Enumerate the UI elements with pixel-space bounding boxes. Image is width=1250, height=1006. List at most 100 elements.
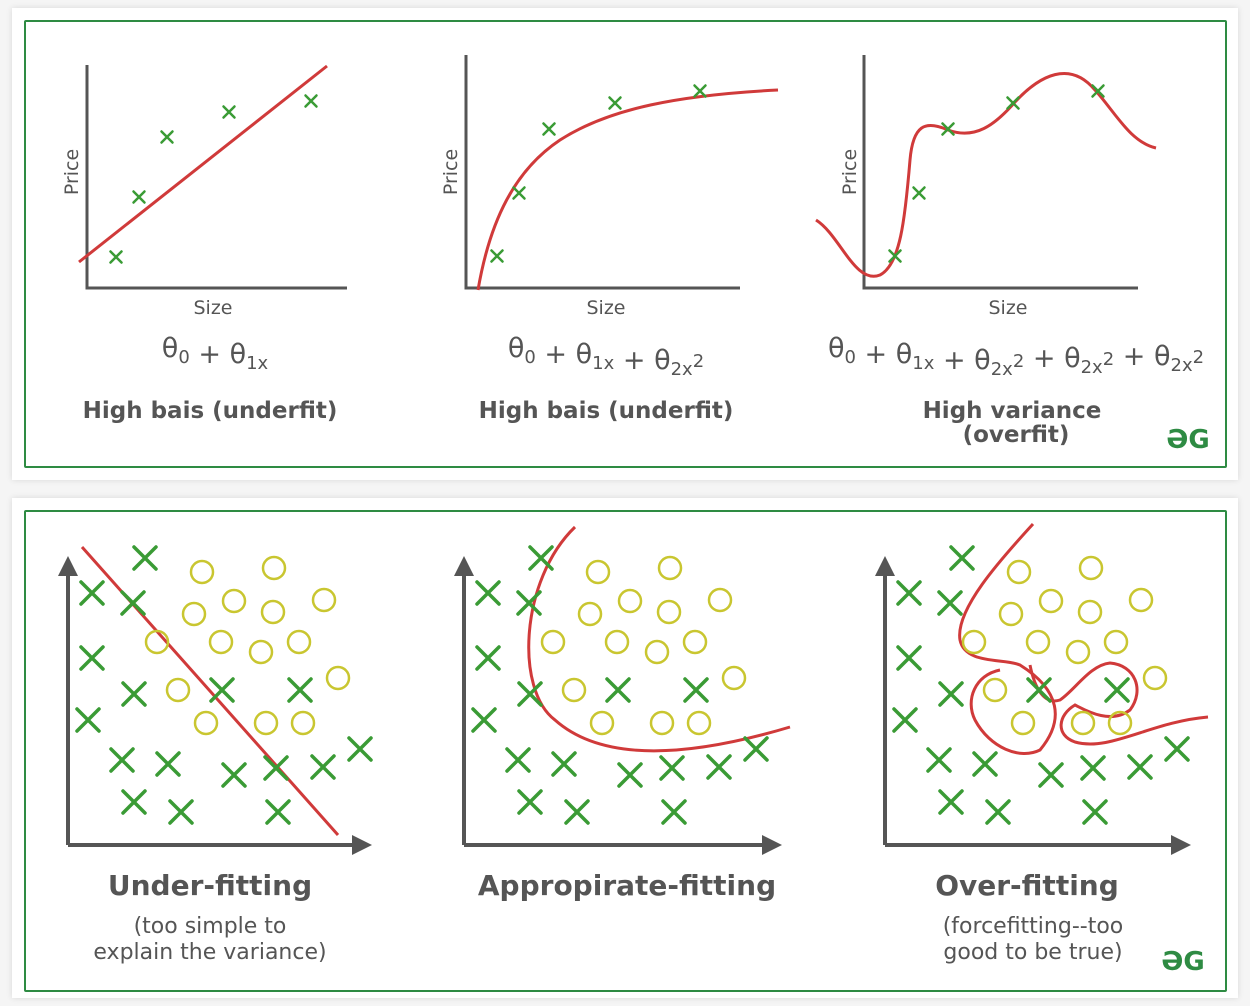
o-marker xyxy=(286,629,312,655)
top-frame xyxy=(24,20,1227,468)
y-axis-label: Price xyxy=(839,149,861,195)
x-marker xyxy=(516,590,542,616)
o-marker xyxy=(686,710,712,736)
x-marker xyxy=(265,799,291,825)
x-marker xyxy=(517,681,543,707)
x-marker xyxy=(75,707,101,733)
o-marker xyxy=(585,559,611,585)
o-marker xyxy=(649,710,675,736)
caption-line-2: (overfit) xyxy=(963,422,1070,448)
o-marker xyxy=(144,629,170,655)
x-marker xyxy=(517,789,543,815)
linear-fit-curve xyxy=(78,64,328,264)
x-marker xyxy=(310,754,336,780)
o-marker xyxy=(1078,555,1104,581)
x-marker xyxy=(608,96,622,110)
gfg-logo-top: ƏG xyxy=(1166,425,1209,455)
x-marker xyxy=(926,747,952,773)
x-marker xyxy=(1026,677,1052,703)
x-marker xyxy=(941,122,955,136)
x-marker xyxy=(985,799,1011,825)
x-marker xyxy=(528,545,554,571)
o-marker xyxy=(248,639,274,665)
panel-subcaption: explain the variance) xyxy=(93,940,326,965)
x-marker xyxy=(661,799,687,825)
x-marker xyxy=(287,677,313,703)
classification-panel-1-axes xyxy=(58,556,372,855)
x-marker xyxy=(263,755,289,781)
o-marker xyxy=(261,555,287,581)
o-marker xyxy=(1070,710,1096,736)
y-axis-label: Price xyxy=(440,149,462,195)
o-marker xyxy=(189,559,215,585)
o-marker xyxy=(1142,665,1168,691)
x-marker xyxy=(475,580,501,606)
o-marker xyxy=(707,587,733,613)
caption: High bais (underfit) xyxy=(479,398,734,424)
o-marker xyxy=(1077,599,1103,625)
x-marker xyxy=(896,645,922,671)
x-marker xyxy=(304,94,318,108)
o-marker xyxy=(589,710,615,736)
x-marker xyxy=(347,736,373,762)
x-marker xyxy=(1091,84,1105,98)
quadratic-fit-curve xyxy=(476,88,779,291)
o-marker xyxy=(253,710,279,736)
panel-subcaption: (too simple to xyxy=(134,914,287,939)
o-marker xyxy=(181,601,207,627)
o-marker xyxy=(325,665,351,691)
x-marker xyxy=(475,645,501,671)
bottom-frame xyxy=(24,510,1227,992)
x-marker xyxy=(706,754,732,780)
x-marker xyxy=(1006,96,1020,110)
x-marker xyxy=(912,186,926,200)
o-marker xyxy=(311,587,337,613)
x-marker xyxy=(892,707,918,733)
gfg-logo-bottom: ƏG xyxy=(1161,947,1204,977)
x-marker xyxy=(938,789,964,815)
overfit-boundary xyxy=(958,522,1209,755)
o-marker xyxy=(656,599,682,625)
panel-subcaption: good to be true) xyxy=(943,940,1122,965)
appropriate-fit-boundary xyxy=(527,525,791,753)
o-marker xyxy=(290,710,316,736)
x-marker xyxy=(896,580,922,606)
x-marker xyxy=(551,751,577,777)
o-marker xyxy=(165,677,191,703)
x-marker xyxy=(132,545,158,571)
regression-panel-2: Price Size θ0 + θ1x + θ2x2 High bais (un… xyxy=(440,55,779,424)
x-marker xyxy=(972,751,998,777)
equation: θ0 + θ1x xyxy=(162,333,269,374)
o-marker xyxy=(604,629,630,655)
o-marker xyxy=(540,629,566,655)
x-marker xyxy=(564,799,590,825)
o-marker xyxy=(644,639,670,665)
o-marker xyxy=(1006,559,1032,585)
x-marker xyxy=(1127,754,1153,780)
panel-caption: Appropirate-fitting xyxy=(478,869,776,902)
o-marker xyxy=(721,665,747,691)
o-marker xyxy=(998,601,1024,627)
x-marker xyxy=(109,250,123,264)
panel-caption: Under-fitting xyxy=(108,869,312,902)
x-marker xyxy=(209,677,235,703)
o-marker xyxy=(193,710,219,736)
x-marker xyxy=(490,249,504,263)
x-marker xyxy=(1080,755,1106,781)
x-marker xyxy=(121,681,147,707)
x-marker xyxy=(1082,799,1108,825)
x-marker xyxy=(938,681,964,707)
x-marker xyxy=(505,747,531,773)
o-marker xyxy=(1128,587,1154,613)
o-marker xyxy=(221,588,247,614)
x-marker xyxy=(222,105,236,119)
x-marker xyxy=(155,751,181,777)
axes xyxy=(862,55,1138,290)
x-marker xyxy=(221,762,247,788)
x-axis-label: Size xyxy=(988,297,1027,319)
x-marker xyxy=(743,736,769,762)
caption-line-1: High variance xyxy=(923,398,1102,424)
o-marker xyxy=(1025,629,1051,655)
x-marker xyxy=(888,249,902,263)
